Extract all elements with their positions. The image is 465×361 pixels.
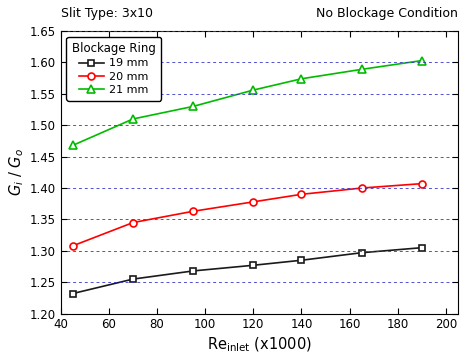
20 mm [299, 192, 304, 196]
Line: 20 mm: 20 mm [69, 180, 425, 249]
Text: No Blockage Condition: No Blockage Condition [316, 7, 458, 20]
19 mm [419, 245, 425, 250]
21 mm [190, 104, 196, 109]
19 mm [130, 277, 136, 281]
19 mm [70, 291, 76, 296]
Y-axis label: $G_i$ / $G_o$: $G_i$ / $G_o$ [7, 148, 26, 196]
20 mm [419, 182, 425, 186]
21 mm [299, 77, 304, 81]
Line: 19 mm: 19 mm [69, 244, 425, 297]
Line: 21 mm: 21 mm [69, 56, 426, 149]
20 mm [70, 244, 76, 248]
19 mm [299, 258, 304, 262]
21 mm [419, 58, 425, 63]
20 mm [190, 209, 196, 213]
21 mm [251, 88, 256, 92]
21 mm [130, 117, 136, 121]
Legend: 19 mm, 20 mm, 21 mm: 19 mm, 20 mm, 21 mm [66, 36, 161, 101]
20 mm [130, 221, 136, 225]
X-axis label: Re$_{\rm inlet}$ (x1000): Re$_{\rm inlet}$ (x1000) [207, 336, 312, 354]
19 mm [251, 263, 256, 268]
21 mm [70, 143, 76, 148]
19 mm [190, 269, 196, 273]
19 mm [359, 251, 365, 255]
21 mm [359, 67, 365, 71]
20 mm [359, 186, 365, 190]
Text: Slit Type: 3x10: Slit Type: 3x10 [61, 7, 153, 20]
20 mm [251, 200, 256, 204]
